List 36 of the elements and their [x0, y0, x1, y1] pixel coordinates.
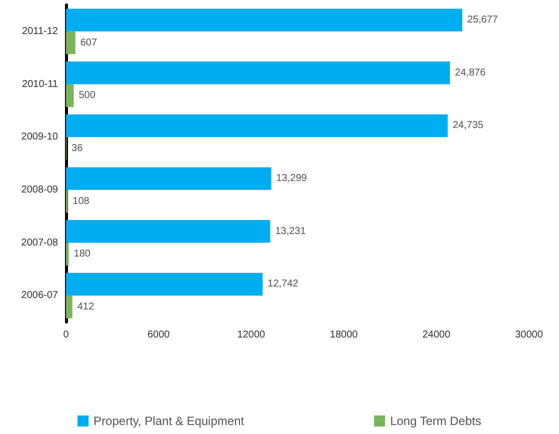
data-label: 412	[77, 301, 94, 312]
bar	[66, 167, 272, 190]
bar	[66, 8, 462, 32]
x-tick-label: 24000	[422, 330, 451, 340]
bar	[66, 220, 270, 243]
y-tick-label: 2010-11	[22, 78, 58, 90]
x-tick-label: 30000	[515, 330, 544, 340]
bar	[66, 114, 448, 138]
y-tick-label: 2011-12	[22, 26, 58, 37]
x-tick-label: 6000	[147, 330, 170, 340]
bar	[66, 296, 72, 318]
bar	[66, 242, 69, 266]
bar	[66, 62, 450, 84]
data-label: 24,735	[452, 120, 484, 132]
legend-label: Property, Plant & Equipment	[94, 414, 245, 428]
data-label: 36	[72, 142, 84, 154]
y-tick-label: 2009-10	[21, 132, 58, 143]
bar	[66, 31, 76, 54]
bar	[66, 272, 263, 296]
y-tick-label: 2007-08	[21, 237, 58, 248]
x-tick-label: 0	[63, 330, 70, 340]
data-label: 12,742	[268, 278, 299, 290]
data-label: 13,231	[275, 226, 306, 237]
data-label: 180	[74, 248, 91, 260]
y-tick-label: 2008-09	[21, 184, 58, 196]
x-tick-label: 18000	[330, 330, 358, 340]
bar	[66, 84, 74, 107]
data-label: 108	[72, 196, 90, 207]
data-label: 24,876	[454, 67, 486, 78]
data-label: 500	[78, 90, 96, 102]
y-tick-label: 2006-07	[21, 290, 58, 302]
data-label: 13,299	[276, 173, 308, 184]
x-tick-label: 12000	[237, 330, 266, 340]
legend-label: Long Term Debts	[390, 414, 482, 428]
data-label: 607	[80, 37, 98, 48]
data-label: 25,677	[467, 14, 498, 26]
